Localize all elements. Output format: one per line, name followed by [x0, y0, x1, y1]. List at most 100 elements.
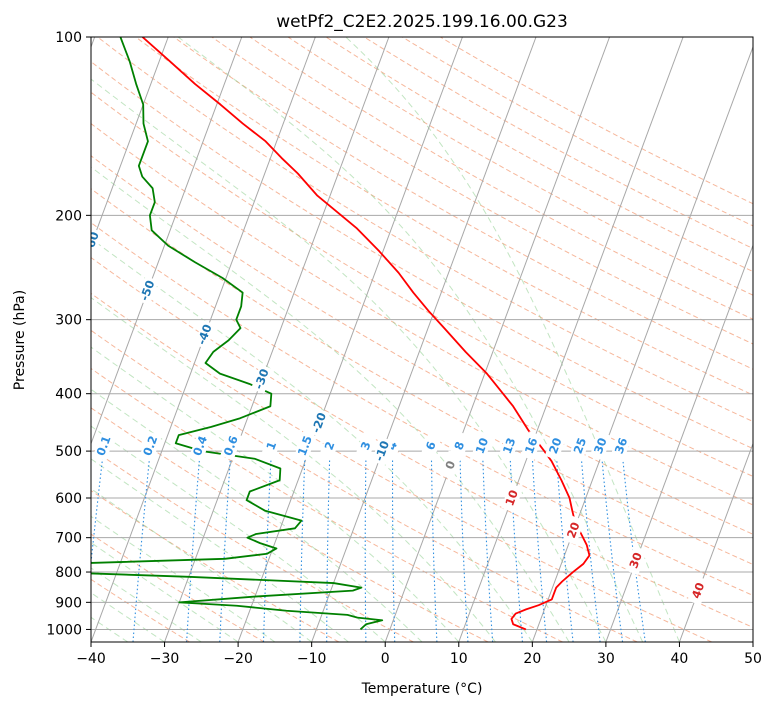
dry-adiabat-line	[249, 37, 753, 320]
moist-adiabat-label-box	[501, 483, 524, 513]
mixing-ratio-line	[132, 451, 151, 642]
moist-adiabat-label: 30	[626, 550, 645, 570]
dry-adiabat-label-box	[308, 408, 331, 438]
dry-adiabat-label-box	[193, 320, 217, 350]
isotherm-line	[91, 37, 243, 446]
dry-adiabat-line	[91, 123, 753, 506]
plot-frame	[90, 36, 754, 643]
dry-adiabat-label: -20	[309, 410, 329, 434]
x-tick-label: −10	[297, 651, 327, 667]
y-axis: 100 200 300 400 500 600 700 800 900 1000	[46, 30, 91, 638]
isotherm-line	[311, 37, 537, 642]
y-tick-label: 900	[55, 595, 82, 611]
mixing-ratio-label: 0.1	[93, 434, 113, 458]
moist-adiabat-label-box	[439, 450, 462, 480]
dry-adiabat-line	[91, 222, 753, 597]
mixing-ratio-label-box	[355, 431, 378, 461]
x-tick-label: 30	[597, 651, 615, 667]
dry-adiabat-line	[91, 292, 713, 642]
mixing-ratio-label-box	[520, 431, 543, 461]
dry-adiabats	[91, 37, 753, 642]
isotherm-line	[678, 442, 753, 642]
mixing-ratio-label-box	[260, 431, 283, 461]
x-tick-label: 50	[744, 651, 762, 667]
dry-adiabat-label-box	[23, 185, 45, 214]
dry-adiabat-label: -40	[194, 322, 214, 346]
dry-adiabat-label: -60	[81, 230, 101, 254]
dry-adiabat-label: -70	[24, 187, 44, 211]
y-tick-label: 600	[55, 491, 82, 507]
mixing-ratio-label: 25	[571, 436, 590, 456]
mixing-ratio-line	[91, 451, 104, 568]
mixing-ratio-label: 30	[591, 436, 610, 456]
dry-adiabat-line	[91, 188, 753, 565]
mixing-ratio-line	[580, 451, 601, 642]
mixing-ratio-lines	[91, 451, 646, 642]
x-tick-label: −40	[76, 651, 106, 667]
dry-adiabat-label: -10	[372, 439, 392, 463]
mixing-ratio-label-box	[544, 431, 567, 461]
x-axis-label: Temperature (°C)	[361, 681, 483, 697]
mixing-ratio-label-box	[569, 431, 592, 461]
moist-adiabat-line	[91, 237, 533, 642]
y-tick-label: 800	[55, 565, 82, 581]
mixing-ratio-label-box	[318, 431, 342, 461]
mixing-ratio-label-box	[498, 431, 521, 461]
y-tick-label: 700	[55, 531, 82, 547]
mixing-ratio-line	[600, 451, 624, 642]
dry-adiabat-label-box	[136, 276, 159, 306]
plot-contents: 0.10.20.40.611.52346810131620253036-100-…	[23, 37, 753, 642]
mixing-ratio-label-box	[589, 431, 612, 461]
x-tick-label: 40	[671, 651, 689, 667]
y-tick-label: 100	[55, 30, 82, 46]
mixing-ratio-label-box	[92, 431, 116, 461]
y-tick-label: 1000	[46, 622, 82, 638]
dry-adiabat-line	[91, 407, 489, 642]
moist-adiabat-line	[91, 78, 607, 642]
x-tick-label: 20	[523, 651, 541, 667]
mixing-ratio-label: 16	[522, 436, 541, 456]
dry-adiabat-line	[91, 533, 265, 642]
dry-adiabat-line	[91, 256, 753, 628]
mixing-ratio-label-box	[610, 431, 633, 461]
moist-adiabat-label-box	[687, 576, 710, 606]
mixing-ratio-label: 10	[473, 436, 492, 456]
dry-adiabat-label-box	[91, 227, 104, 257]
mixing-ratio-label: 20	[546, 436, 565, 456]
plot-background	[91, 37, 753, 642]
dry-adiabat-label: -50	[137, 278, 157, 302]
moist-adiabat-label-box	[625, 545, 648, 576]
moist-adiabat-line	[91, 592, 165, 642]
isotherm-line	[752, 640, 753, 642]
x-tick-label: −20	[223, 651, 253, 667]
isotherm-line	[164, 37, 390, 642]
dry-adiabat-line	[91, 91, 753, 477]
mixing-ratio-label: 1.5	[295, 434, 315, 458]
y-tick-label: 400	[55, 387, 82, 403]
mixing-ratio-label: 36	[612, 436, 631, 456]
x-tick-label: −30	[150, 651, 180, 667]
moist-adiabat-line	[345, 37, 680, 642]
y-tick-label: 200	[55, 208, 82, 224]
isobars	[91, 37, 753, 630]
moist-adiabat-line	[91, 425, 386, 642]
mixing-ratio-label: 0.2	[140, 434, 160, 458]
dry-adiabat-label-box	[371, 436, 394, 466]
mixing-ratio-label-box	[420, 431, 443, 461]
isotherm-line	[384, 37, 611, 642]
moist-adiabat-line	[91, 297, 496, 642]
mixing-ratio-label-box	[294, 431, 317, 461]
moist-adiabat-label: 10	[502, 488, 521, 508]
x-axis: −40 −30 −20 −10 0 10 20 30 40 50	[76, 642, 762, 667]
mixing-ratio-label-box	[139, 431, 162, 461]
mixing-ratio-label-box	[189, 431, 212, 461]
isotherm-line	[91, 37, 169, 247]
moist-adiabat-line	[91, 346, 460, 642]
mixing-ratio-label: 13	[500, 436, 519, 456]
plot-area: 0.10.20.40.611.52346810131620253036-100-…	[23, 36, 754, 643]
isotherm-line	[458, 37, 684, 642]
moist-adiabat-label: 20	[564, 520, 583, 540]
dry-adiabat-line	[173, 37, 753, 370]
mixing-ratio-line	[531, 451, 548, 642]
